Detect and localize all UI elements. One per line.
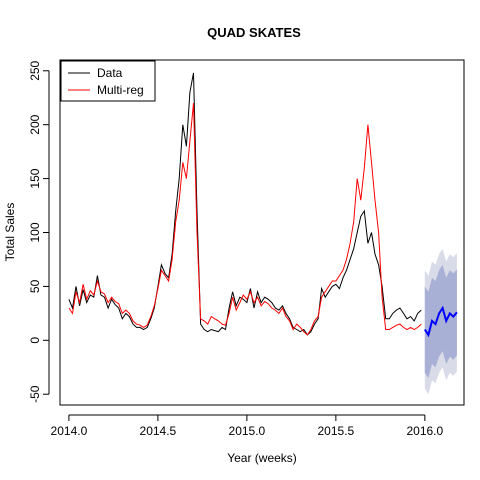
y-tick-label: 0	[28, 337, 42, 344]
series-line-forecast	[423, 305, 458, 338]
plot-frame	[59, 59, 465, 406]
chart-title: QUAD SKATES	[207, 25, 301, 40]
x-tick-label: 2014.0	[51, 424, 88, 438]
x-tick-label: 2014.5	[140, 424, 177, 438]
y-tick-label: -50	[28, 385, 42, 403]
x-tick-label: 2015.5	[318, 424, 355, 438]
y-tick-label: 100	[28, 222, 42, 242]
forecast-bands	[424, 248, 457, 395]
x-axis-label: Year (weeks)	[227, 451, 297, 465]
forecast-band-80	[424, 264, 457, 378]
x-tick-label: 2016.0	[406, 424, 443, 438]
y-axis-label: Total Sales	[3, 203, 17, 262]
legend-box	[60, 60, 156, 102]
series-line-data	[68, 72, 422, 336]
y-tick-label: 250	[28, 60, 42, 80]
x-axis: 2014.0 2014.5 2015.0 2015.5 2016.0	[51, 414, 444, 438]
y-tick-label: 50	[28, 279, 42, 293]
legend-label-data: Data	[97, 66, 123, 80]
y-tick-label: 200	[28, 114, 42, 134]
series-line-multi-reg	[68, 103, 422, 336]
series-lines	[68, 72, 458, 338]
y-axis: -50 0 50 100 150 200 250	[28, 60, 50, 403]
x-tick-label: 2015.0	[229, 424, 266, 438]
legend: Data Multi-reg	[60, 60, 156, 102]
y-tick-label: 150	[28, 168, 42, 188]
legend-label-multi-reg: Multi-reg	[97, 83, 144, 97]
